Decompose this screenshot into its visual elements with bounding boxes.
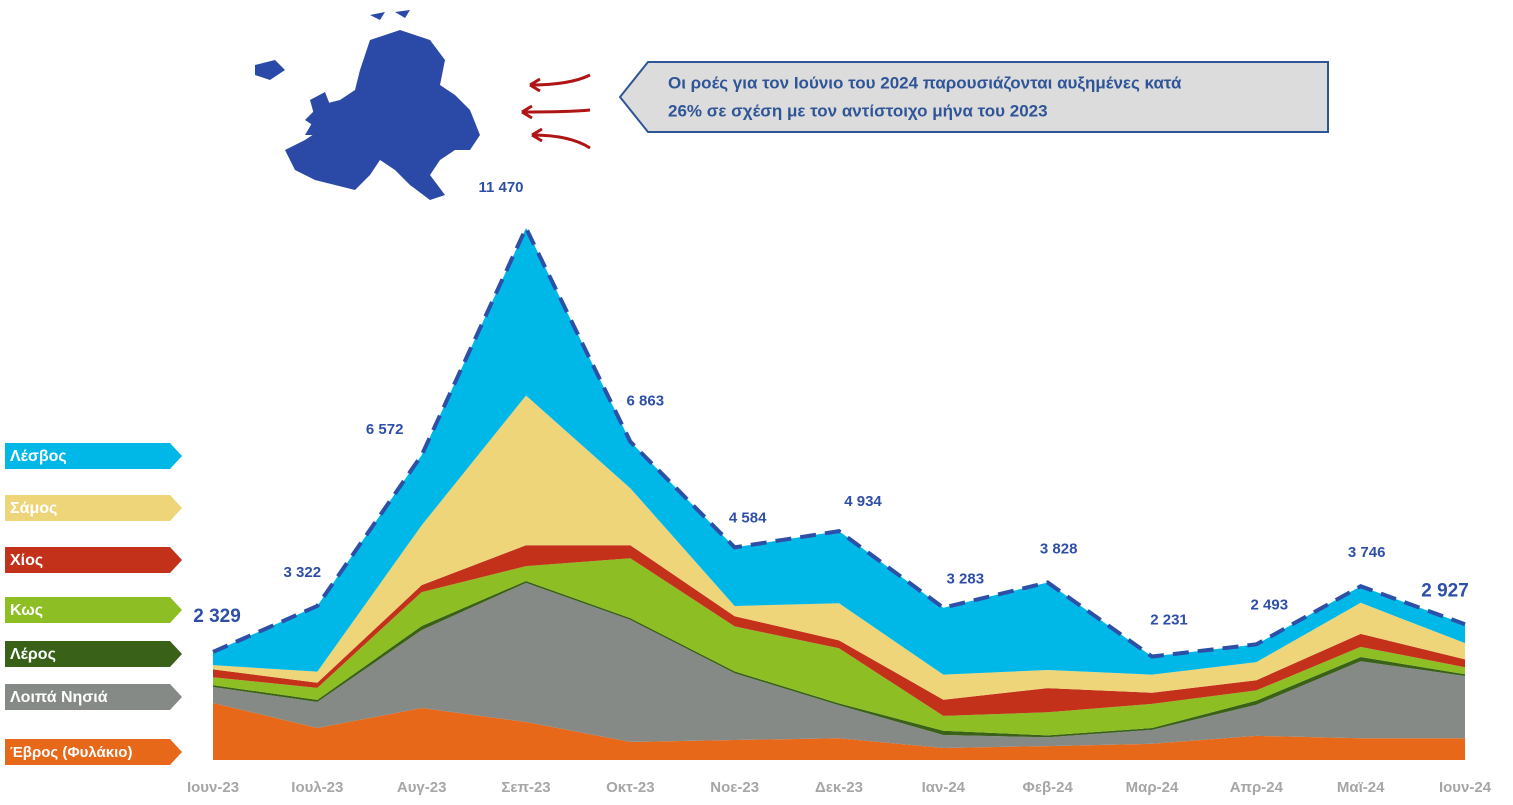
total-line [212, 223, 1466, 659]
x-tick-label: Φεβ-24 [1023, 779, 1074, 796]
total-label: 4 584 [729, 509, 767, 526]
legend-swatch [5, 641, 182, 667]
legend-label: Σάμος [10, 500, 57, 517]
area [213, 582, 1465, 748]
x-tick-label: Μαϊ-24 [1337, 779, 1385, 796]
x-tick-label: Αυγ-23 [397, 779, 447, 796]
legend-swatch [5, 684, 182, 710]
x-tick-label: Ιαν-24 [922, 779, 966, 796]
total-label: 3 322 [284, 564, 322, 581]
total-label: 2 927 [1421, 580, 1469, 601]
total-label: 2 493 [1251, 596, 1289, 613]
legend-swatch [5, 495, 182, 521]
area [213, 395, 1465, 700]
total-label: 4 934 [844, 493, 882, 510]
x-tick-label: Οκτ-23 [606, 779, 654, 796]
area [213, 228, 1465, 675]
total-label: 11 470 [478, 179, 523, 196]
annotation: Οι ροές για τον Ιούνιο του 2024 παρουσιά… [668, 73, 1182, 92]
x-tick-label: Ιουλ-23 [291, 779, 343, 796]
x-tick-label: Απρ-24 [1230, 779, 1284, 796]
x-tick-label: Σεπ-23 [501, 779, 550, 796]
area [213, 702, 1465, 760]
area [213, 558, 1465, 736]
total-label: 6 863 [627, 393, 665, 410]
x-tick-label: Νοε-23 [710, 779, 759, 796]
total-label: 6 572 [366, 421, 404, 438]
total-label: 3 828 [1040, 540, 1078, 557]
legend-label: Έβρος (Φυλάκιο) [10, 744, 132, 761]
x-tick-label: Δεκ-23 [815, 779, 863, 796]
legend-swatch [5, 443, 182, 469]
x-tick-label: Ιουν-24 [1439, 779, 1492, 796]
europe-map [255, 10, 480, 200]
total-label: 2 231 [1150, 611, 1188, 628]
legend-swatch [5, 597, 182, 623]
x-tick-label: Μαρ-24 [1126, 779, 1179, 796]
legend-swatch [5, 547, 182, 573]
total-label: 3 746 [1348, 544, 1386, 561]
annotation-box [618, 61, 1329, 133]
x-tick-label: Ιουν-23 [187, 779, 239, 796]
legend-label: Λοιπά Νησιά [10, 689, 108, 706]
legend-label: Λέσβος [10, 448, 67, 465]
total-label: 2 329 [193, 606, 241, 627]
legend-label: Λέρος [10, 646, 56, 663]
arrows [521, 73, 591, 150]
total-label: 3 283 [947, 571, 985, 588]
annotation: 26% σε σχέση με τον αντίστοιχο μήνα του … [668, 101, 1048, 120]
legend-label: Κως [10, 602, 43, 619]
legend-swatch [5, 739, 182, 765]
legend-label: Χίος [10, 552, 43, 569]
